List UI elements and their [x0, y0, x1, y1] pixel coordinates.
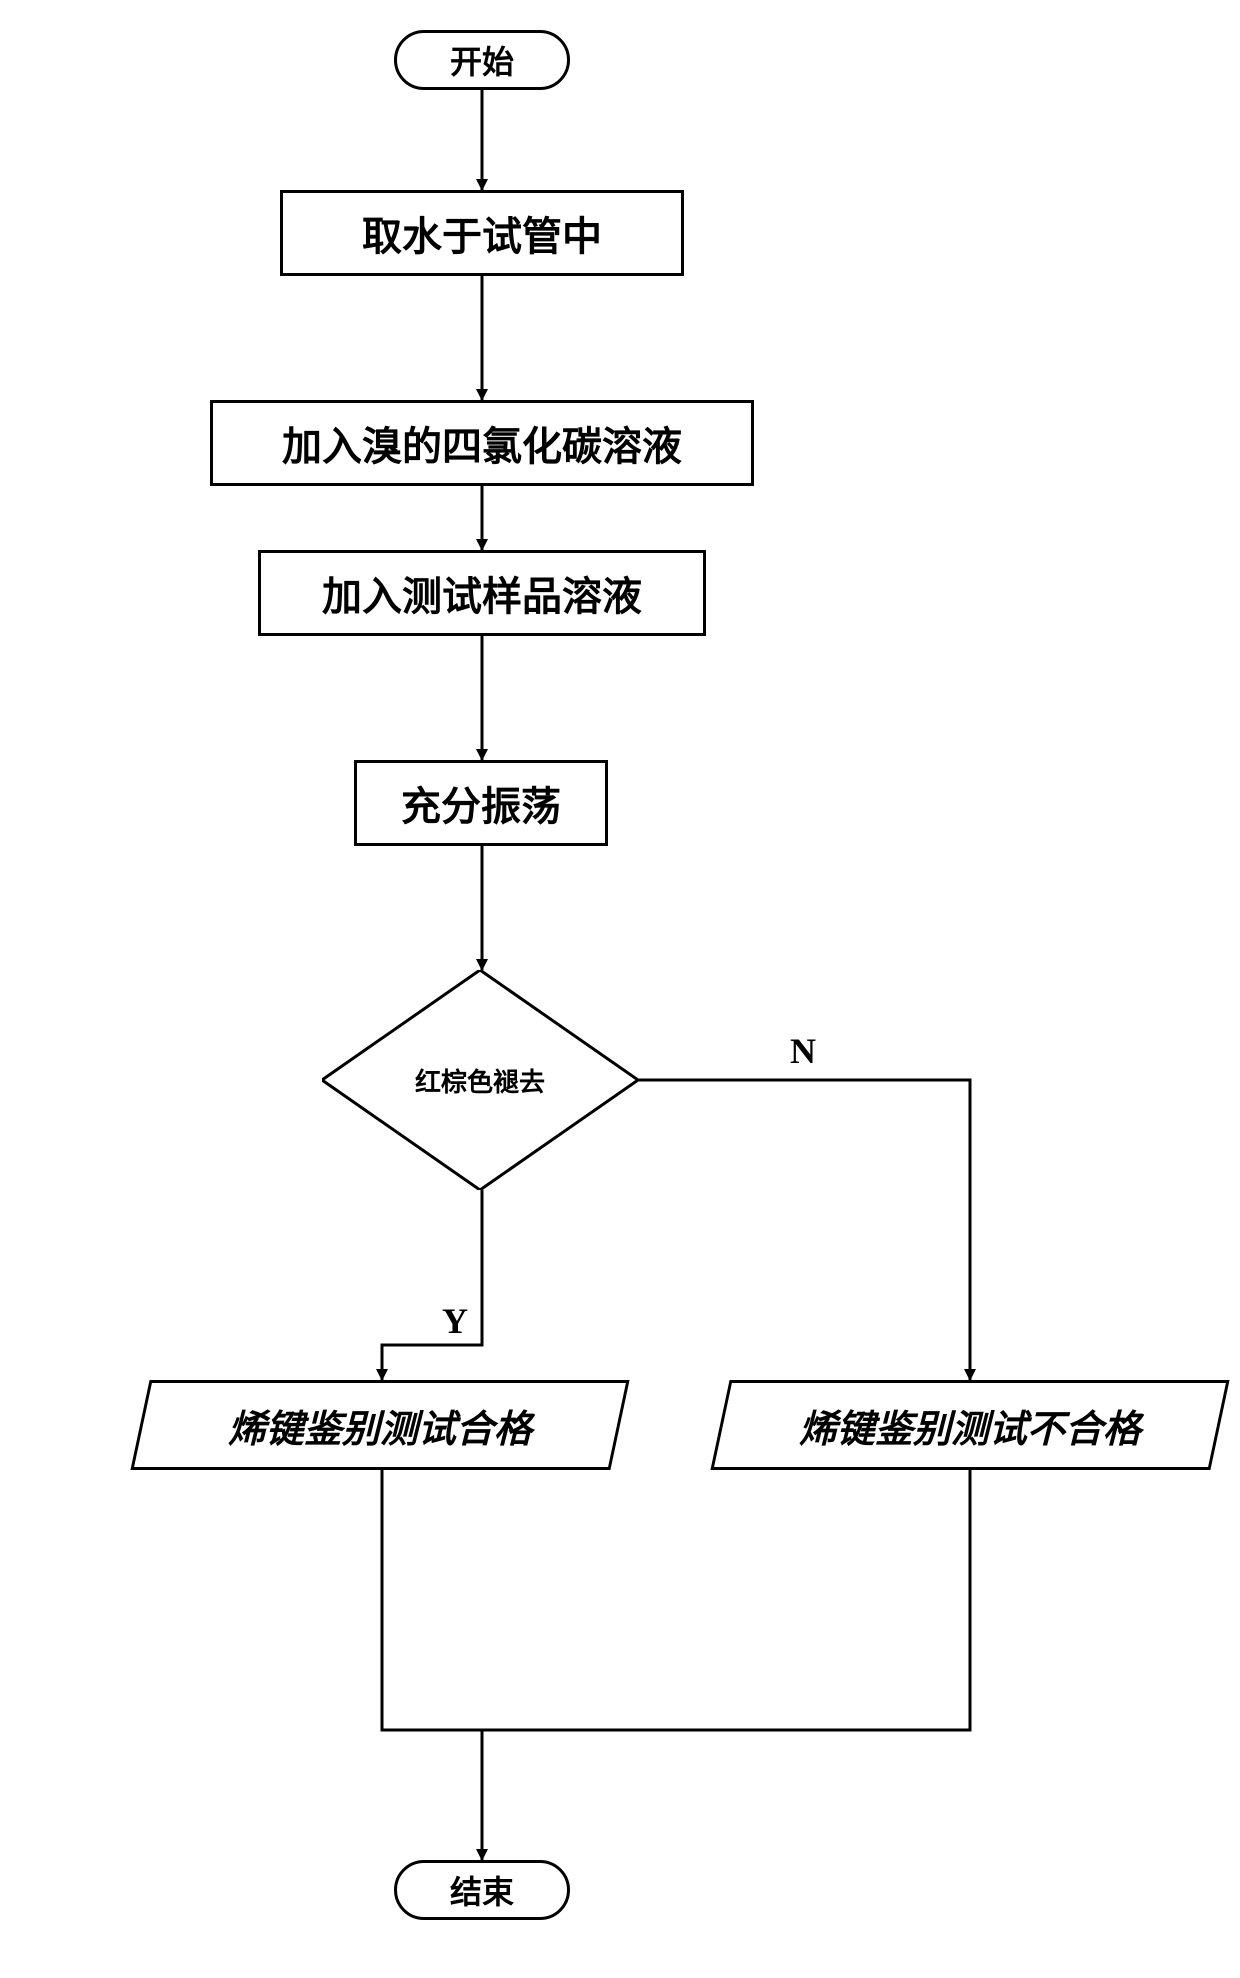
pass-node: 烯键鉴别测试合格 [140, 1380, 620, 1470]
yes-label: Y [442, 1300, 468, 1342]
step2-label: 加入溴的四氯化碳溶液 [282, 414, 682, 472]
flowchart-canvas: 开始 取水于试管中 加入溴的四氯化碳溶液 加入测试样品溶液 充分振荡 红棕色褪去… [0, 0, 1240, 1978]
step1-label: 取水于试管中 [362, 204, 602, 262]
fail-node: 烯键鉴别测试不合格 [720, 1380, 1220, 1470]
end-label: 结束 [450, 1867, 514, 1913]
step1-node: 取水于试管中 [280, 190, 684, 276]
decision-node: 红棕色褪去 [322, 970, 638, 1190]
step2-node: 加入溴的四氯化碳溶液 [210, 400, 754, 486]
fail-label: 烯键鉴别测试不合格 [799, 1398, 1141, 1453]
end-node: 结束 [394, 1860, 570, 1920]
decision-shape [322, 970, 638, 1190]
step3-label: 加入测试样品溶液 [322, 564, 642, 622]
no-label: N [790, 1030, 816, 1072]
pass-label: 烯键鉴别测试合格 [228, 1398, 532, 1453]
step3-node: 加入测试样品溶液 [258, 550, 706, 636]
step4-node: 充分振荡 [354, 760, 608, 846]
step4-label: 充分振荡 [401, 774, 561, 832]
start-node: 开始 [394, 30, 570, 90]
start-label: 开始 [450, 37, 514, 83]
